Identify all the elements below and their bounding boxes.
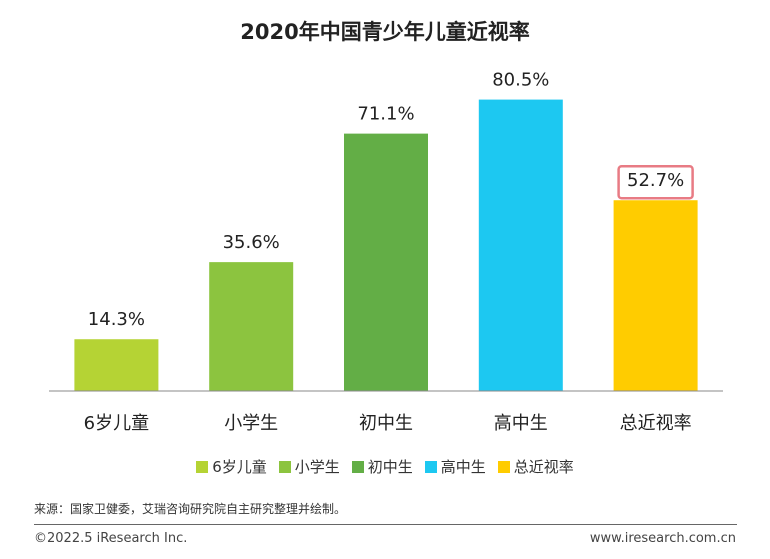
data-label: 71.1% xyxy=(357,104,414,125)
data-label: 80.5% xyxy=(492,70,549,91)
x-tick-label: 总近视率 xyxy=(620,413,692,434)
bar xyxy=(478,99,563,391)
legend-item: 初中生 xyxy=(351,456,413,477)
bar xyxy=(74,339,159,391)
bar xyxy=(613,200,698,391)
chart-legend: 6岁儿童 小学生 初中生 高中生 总近视率 xyxy=(0,456,770,477)
source-note: 来源：国家卫健委，艾瑞咨询研究院自主研究整理并绘制。 xyxy=(34,502,347,516)
legend-label: 总近视率 xyxy=(513,458,574,476)
bar xyxy=(209,262,294,391)
footer-divider xyxy=(34,524,737,525)
legend-swatch xyxy=(424,460,437,473)
legend-swatch xyxy=(351,460,364,473)
website-link[interactable]: www.iresearch.com.cn xyxy=(589,531,736,546)
legend-item: 小学生 xyxy=(278,456,340,477)
chart-title: 2020年中国青少年儿童近视率 xyxy=(240,20,530,44)
copyright-text: ©2022.5 iResearch Inc. xyxy=(34,531,188,546)
x-tick-label: 初中生 xyxy=(359,413,413,434)
x-tick-label: 高中生 xyxy=(494,413,548,434)
legend-item: 总近视率 xyxy=(497,456,574,477)
legend-label: 高中生 xyxy=(440,458,486,476)
x-tick-label: 6岁儿童 xyxy=(84,413,149,434)
data-label: 35.6% xyxy=(223,232,280,253)
legend-swatch xyxy=(278,460,291,473)
bar-chart: 14.3% 6岁儿童 35.6% 小学生 71.1% 初中生 80.5% 高中生 52.7% 总近… xyxy=(49,70,723,434)
data-label: 52.7% xyxy=(627,170,684,191)
legend-label: 初中生 xyxy=(367,458,413,476)
legend-label: 小学生 xyxy=(294,458,340,476)
legend-item: 6岁儿童 xyxy=(196,456,267,477)
bar xyxy=(344,133,428,392)
legend-swatch xyxy=(497,460,510,473)
x-tick-label: 小学生 xyxy=(224,413,278,434)
legend-label: 6岁儿童 xyxy=(212,458,267,476)
legend-swatch xyxy=(196,460,209,473)
legend-item: 高中生 xyxy=(424,456,486,477)
highlight-box xyxy=(617,164,694,200)
data-label: 14.3% xyxy=(88,309,145,330)
